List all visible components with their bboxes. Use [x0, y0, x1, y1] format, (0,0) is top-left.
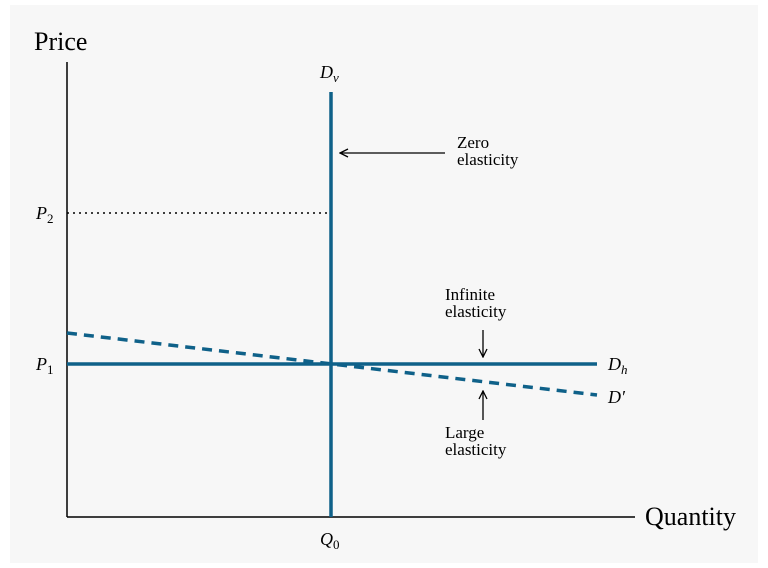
- level-label: P2: [35, 203, 54, 226]
- curve-label: Dv: [319, 62, 339, 85]
- level-label: Q0: [320, 529, 340, 552]
- background: [10, 5, 758, 563]
- annotation: Zero elasticity: [457, 133, 519, 169]
- annotation: Infinite elasticity: [445, 285, 507, 321]
- curve-label: D′: [607, 387, 626, 407]
- level-label: P1: [35, 354, 54, 377]
- y-axis-label: Price: [34, 27, 87, 56]
- x-axis-label: Quantity: [645, 502, 736, 531]
- annotation: Large elasticity: [445, 423, 507, 459]
- curve-label: Dh: [607, 354, 628, 377]
- demand-curve-dashed: [66, 331, 598, 397]
